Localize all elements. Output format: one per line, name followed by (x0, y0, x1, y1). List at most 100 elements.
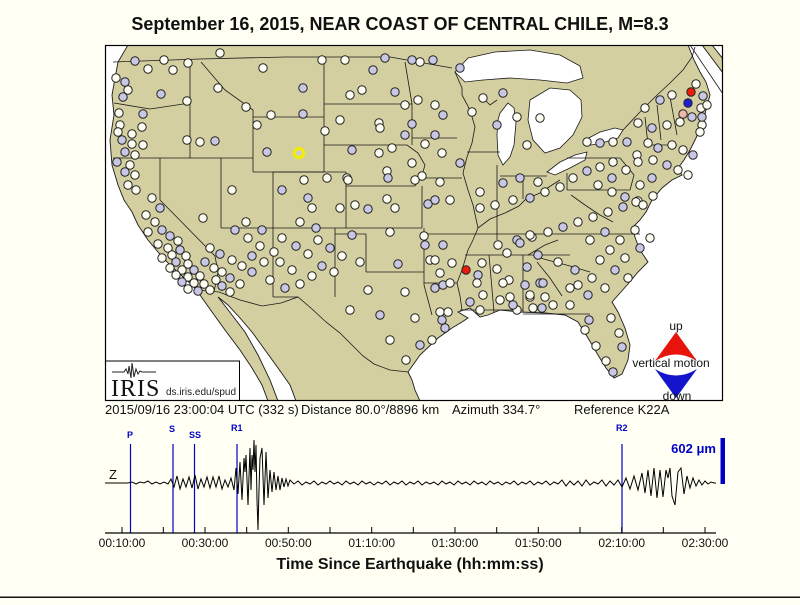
station-marker (505, 292, 515, 302)
component-label: Z (109, 467, 117, 482)
station-marker (317, 261, 327, 271)
station-marker (675, 117, 685, 127)
station-marker (317, 55, 327, 65)
station-marker (662, 120, 672, 130)
station-marker (430, 195, 440, 205)
station-marker (335, 115, 345, 125)
seismogram-squiggle-icon (112, 362, 156, 379)
station-marker (423, 199, 433, 209)
station-marker (595, 162, 605, 172)
station-marker (698, 91, 708, 101)
station-marker (558, 222, 568, 232)
vertical-motion-legend: up vertical motion down (632, 319, 709, 401)
station-marker (502, 248, 512, 258)
station-marker (195, 271, 205, 281)
station-marker (390, 87, 400, 97)
reference-station-marker (292, 146, 306, 160)
station-marker (343, 175, 353, 185)
time-axis-title: Time Since Earthquake (hh:mm:ss) (276, 556, 543, 573)
station-marker (648, 155, 658, 165)
station-marker (522, 262, 532, 272)
station-marker (181, 251, 191, 261)
phase-marker-label: R2 (616, 423, 628, 433)
station-marker (623, 273, 633, 283)
station-marker (177, 277, 187, 287)
station-marker (653, 143, 663, 153)
station-marker (437, 315, 447, 325)
station-marker (620, 192, 630, 202)
station-marker (490, 200, 500, 210)
station-marker (227, 185, 237, 195)
station-marker (199, 279, 209, 289)
station-marker (606, 313, 616, 323)
station-marker (252, 120, 262, 130)
station-marker (455, 63, 465, 73)
bottom-divider (0, 596, 800, 598)
station-marker (163, 243, 173, 253)
station-marker (120, 147, 130, 157)
axis-tick-label: 02:30:00 (682, 536, 729, 550)
station-marker (262, 147, 272, 157)
station-marker (437, 148, 447, 158)
lake-michigan (496, 102, 517, 166)
station-marker (143, 64, 153, 74)
station-marker (645, 233, 655, 243)
station-marker (350, 200, 360, 210)
station-marker (150, 217, 160, 227)
station-marker (508, 300, 518, 310)
station-marker (217, 281, 227, 291)
station-marker (209, 263, 219, 273)
time-axis-ticks-layer: 00:10:00 00:30:00 00:50:00 01:10:00 01:30:00… (99, 527, 729, 550)
station-marker (131, 185, 141, 195)
axis-tick-label: 01:50:00 (515, 536, 562, 550)
station-marker (335, 203, 345, 213)
station-marker (247, 267, 257, 277)
phase-marker-label: S (169, 424, 175, 434)
station-marker (247, 251, 257, 261)
station-marker (225, 273, 235, 283)
station-marker (415, 57, 425, 67)
station-marker (445, 278, 455, 288)
station-marker (117, 135, 127, 145)
station-marker (603, 207, 613, 217)
station-marker (697, 112, 707, 122)
station-marker (325, 243, 335, 253)
iris-logo-box: IRIS ds.iris.edu/spud (105, 360, 240, 401)
station-marker (540, 292, 550, 302)
station-marker (640, 103, 650, 113)
station-marker (113, 127, 123, 137)
station-marker (127, 129, 137, 139)
station-marker (215, 48, 225, 58)
station-marker (153, 239, 163, 249)
station-marker (357, 85, 367, 95)
station-marker (413, 95, 423, 105)
station-marker (573, 217, 583, 227)
station-marker (605, 245, 615, 255)
station-marker (555, 182, 565, 192)
station-marker (311, 223, 321, 233)
phase-marker-label: R1 (231, 423, 243, 433)
station-marker (225, 287, 235, 297)
station-marker (401, 355, 411, 365)
station-marker (420, 240, 430, 250)
station-marker (255, 241, 265, 251)
station-marker (635, 180, 645, 190)
station-marker (237, 261, 247, 271)
station-marker (643, 138, 653, 148)
state-borders (112, 46, 696, 373)
station-marker (647, 123, 657, 133)
status-azimuth: Azimuth 334.7° (452, 402, 540, 417)
station-marker (618, 202, 628, 212)
station-marker (123, 85, 133, 95)
phase-marker-label: P (127, 430, 133, 440)
station-marker (177, 265, 187, 275)
station-marker (621, 165, 631, 175)
station-marker (522, 140, 532, 150)
status-reference: Reference K22A (574, 402, 670, 417)
station-marker (415, 340, 425, 350)
station-marker (678, 145, 688, 155)
station-marker (528, 303, 538, 313)
station-marker (667, 140, 677, 150)
station-marker (533, 177, 543, 187)
